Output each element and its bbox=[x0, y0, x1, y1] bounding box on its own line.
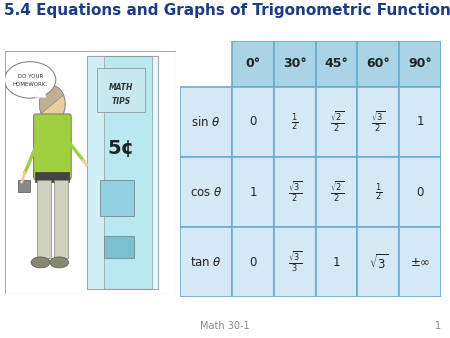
Text: $0$: $0$ bbox=[249, 115, 257, 128]
Text: MATH: MATH bbox=[108, 83, 133, 92]
Bar bbox=[232, 227, 274, 297]
Text: TIPS: TIPS bbox=[111, 97, 130, 106]
Bar bbox=[18, 180, 30, 192]
Bar bbox=[399, 227, 441, 297]
Text: sin $\it{\theta}$: sin $\it{\theta}$ bbox=[191, 115, 221, 129]
Text: DO YOUR: DO YOUR bbox=[18, 74, 43, 79]
Bar bbox=[274, 87, 316, 157]
Text: $1$: $1$ bbox=[333, 256, 341, 269]
Bar bbox=[316, 41, 357, 87]
Wedge shape bbox=[40, 86, 63, 114]
Text: cos $\it{\theta}$: cos $\it{\theta}$ bbox=[190, 186, 222, 199]
Bar bbox=[399, 41, 441, 87]
Text: 90°: 90° bbox=[408, 57, 432, 70]
Bar bbox=[100, 180, 135, 216]
Ellipse shape bbox=[4, 62, 56, 98]
Text: HOMEWORK.: HOMEWORK. bbox=[13, 82, 48, 87]
Bar bbox=[316, 87, 357, 157]
Bar bbox=[232, 87, 274, 157]
Polygon shape bbox=[35, 86, 45, 97]
Text: $\frac{\sqrt{2}}{2}$: $\frac{\sqrt{2}}{2}$ bbox=[329, 180, 344, 204]
Bar bbox=[274, 227, 316, 297]
Bar bbox=[316, 227, 357, 297]
Text: 1: 1 bbox=[435, 321, 441, 331]
Text: tan $\it{\theta}$: tan $\it{\theta}$ bbox=[190, 256, 222, 269]
Bar bbox=[274, 157, 316, 227]
Bar bbox=[357, 41, 399, 87]
Text: $\frac{\sqrt{3}}{2}$: $\frac{\sqrt{3}}{2}$ bbox=[288, 180, 302, 204]
Bar bbox=[180, 41, 232, 87]
Bar bbox=[232, 41, 274, 87]
Text: $\pm\infty$: $\pm\infty$ bbox=[410, 256, 430, 269]
Bar bbox=[316, 157, 357, 227]
Text: $\frac{\sqrt{2}}{2}$: $\frac{\sqrt{2}}{2}$ bbox=[329, 110, 344, 134]
Bar bbox=[86, 55, 158, 289]
Text: 60°: 60° bbox=[366, 57, 390, 70]
Bar bbox=[274, 41, 316, 87]
Ellipse shape bbox=[50, 257, 68, 268]
Text: $1$: $1$ bbox=[416, 115, 424, 128]
Bar bbox=[180, 87, 232, 157]
Circle shape bbox=[40, 86, 65, 122]
Text: $\frac{\sqrt{3}}{2}$: $\frac{\sqrt{3}}{2}$ bbox=[371, 110, 385, 134]
Bar bbox=[104, 236, 135, 258]
Text: $\frac{1}{2}$: $\frac{1}{2}$ bbox=[291, 111, 298, 133]
Text: $0$: $0$ bbox=[249, 256, 257, 269]
Text: 45°: 45° bbox=[324, 57, 349, 70]
Text: $\frac{\sqrt{3}}{3}$: $\frac{\sqrt{3}}{3}$ bbox=[288, 250, 302, 274]
Bar bbox=[399, 87, 441, 157]
Bar bbox=[357, 227, 399, 297]
Text: 30°: 30° bbox=[283, 57, 307, 70]
Bar bbox=[86, 55, 104, 289]
Bar bbox=[35, 172, 69, 182]
Ellipse shape bbox=[31, 257, 50, 268]
Bar bbox=[180, 227, 232, 297]
Bar bbox=[399, 157, 441, 227]
Text: $1$: $1$ bbox=[249, 186, 257, 199]
Bar bbox=[152, 55, 158, 289]
Text: 5.4 Equations and Graphs of Trigonometric Functions: 5.4 Equations and Graphs of Trigonometri… bbox=[4, 3, 450, 18]
Text: 5¢: 5¢ bbox=[107, 139, 135, 158]
Bar bbox=[357, 157, 399, 227]
Text: Math 30-1: Math 30-1 bbox=[200, 321, 250, 331]
Text: $\frac{1}{2}$: $\frac{1}{2}$ bbox=[375, 181, 382, 203]
Bar bbox=[180, 157, 232, 227]
Text: 0°: 0° bbox=[246, 57, 261, 70]
Bar bbox=[37, 180, 51, 258]
Bar bbox=[232, 157, 274, 227]
Text: $0$: $0$ bbox=[416, 186, 424, 199]
Text: $\sqrt{3}$: $\sqrt{3}$ bbox=[369, 253, 388, 272]
Bar bbox=[54, 180, 68, 258]
Bar bbox=[357, 87, 399, 157]
Bar bbox=[97, 68, 145, 112]
FancyBboxPatch shape bbox=[34, 114, 71, 180]
